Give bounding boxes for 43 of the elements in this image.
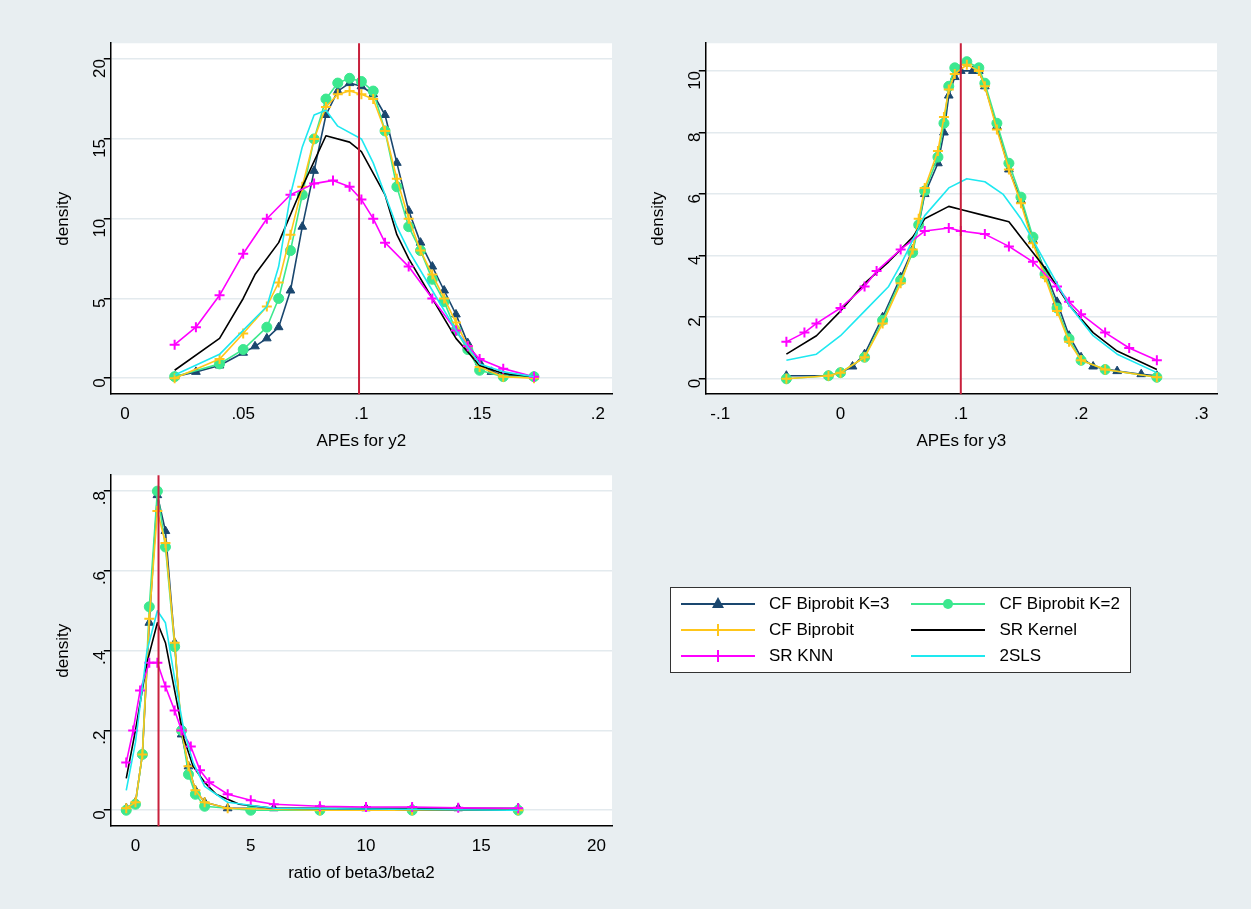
y-tick-label: .8 (90, 491, 110, 506)
legend-label: SR KNN (769, 646, 834, 666)
legend-label: 2SLS (999, 646, 1042, 666)
x-tick-label: .2 (1073, 404, 1089, 424)
y-tick-label: 5 (90, 298, 110, 308)
x-axis-title: APEs for y3 (916, 431, 1007, 451)
y-tick-label: 10 (685, 70, 705, 90)
y-tick-label: 2 (685, 317, 705, 327)
x-tick-label: .3 (1194, 404, 1209, 424)
x-axis-title: APEs for y2 (316, 431, 407, 451)
x-tick-label: .2 (590, 404, 605, 424)
legend-label: CF Biprobit (769, 620, 855, 640)
legend-label: SR Kernel (999, 620, 1077, 640)
y-tick-label: .4 (90, 650, 110, 665)
y-tick-label: .2 (90, 730, 110, 745)
y-tick-label: .6 (90, 570, 110, 586)
y-tick-label: 8 (685, 132, 705, 142)
y-tick-label: 0 (90, 378, 110, 388)
x-tick-label: 15 (471, 836, 491, 856)
x-tick-label: .1 (354, 404, 369, 424)
y-tick-label: 0 (685, 378, 705, 389)
x-tick-label: 0 (120, 404, 130, 424)
legend-label: CF Biprobit K=3 (769, 594, 890, 614)
y-tick-label: 15 (90, 138, 110, 158)
y-tick-label: 10 (90, 218, 110, 238)
y-tick-label: 6 (685, 194, 705, 204)
x-tick-label: .15 (467, 404, 492, 424)
legend-label: CF Biprobit K=2 (999, 594, 1120, 614)
x-tick-label: 10 (356, 836, 376, 856)
y-tick-label: 0 (90, 810, 110, 820)
y-axis-title: density (52, 623, 72, 678)
x-tick-label: 20 (587, 836, 607, 856)
x-tick-label: .1 (953, 404, 968, 424)
y-tick-label: 4 (685, 255, 705, 266)
x-tick-label: 0 (835, 404, 846, 424)
y-axis-title: density (647, 191, 667, 246)
y-axis-title: density (52, 191, 72, 246)
y-tick-label: 20 (90, 59, 110, 79)
x-tick-label: -.1 (710, 404, 731, 424)
x-axis-title: ratio of beta3/beta2 (288, 863, 435, 883)
x-tick-label: 0 (130, 836, 141, 856)
x-tick-label: .05 (231, 404, 256, 424)
x-tick-label: 5 (246, 836, 256, 856)
